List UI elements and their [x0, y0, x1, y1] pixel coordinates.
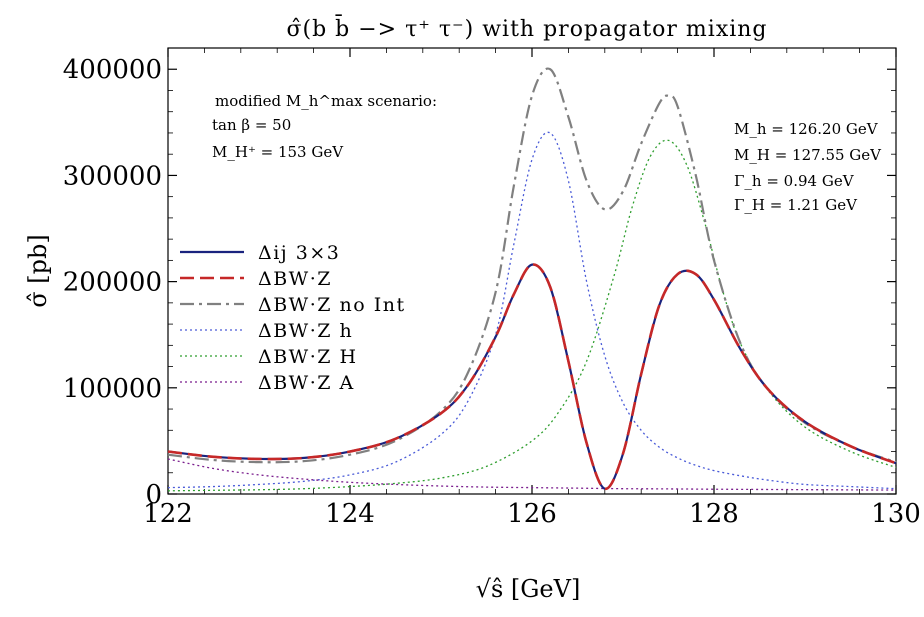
legend-label-2: ΔBW·Z no Int — [258, 294, 406, 316]
annotation-charged-higgs-mass: M_H⁺ = 153 GeV — [212, 143, 344, 161]
y-axis-label: σ̂ [pb] — [24, 234, 52, 307]
legend: Δij 3×3 ΔBW·Z ΔBW·Z no Int ΔBW·Z h ΔBW·Z H ΔB… — [180, 242, 406, 394]
chart-title: σ̂(b b̄ −> τ⁺ τ⁻) with propagator mixing — [286, 14, 767, 42]
x-tick-label: 126 — [507, 499, 557, 529]
annotation-gamma-h: Γ_h = 0.94 GeV — [734, 172, 855, 190]
legend-label-0: Δij 3×3 — [258, 242, 340, 264]
legend-label-1: ΔBW·Z — [258, 268, 332, 290]
x-tick-label: 124 — [325, 499, 375, 529]
annotation-mH: M_H = 127.55 GeV — [734, 146, 882, 164]
y-tick-label: 400000 — [63, 55, 162, 85]
y-tick-label: 0 — [145, 480, 162, 510]
y-tick-label: 200000 — [63, 268, 162, 298]
annotation-tanbeta: tan β = 50 — [212, 116, 291, 134]
scenario-annotation: modified M_h^max scenario: tan β = 50 M_… — [212, 92, 437, 161]
x-tick-label: 128 — [689, 499, 739, 529]
annotation-scenario: modified M_h^max scenario: — [215, 92, 437, 110]
legend-label-3: ΔBW·Z h — [258, 320, 353, 342]
y-tick-label: 100000 — [63, 374, 162, 404]
mass-width-annotation: M_h = 126.20 GeV M_H = 127.55 GeV Γ_h = … — [734, 120, 882, 214]
legend-label-5: ΔBW·Z A — [258, 372, 355, 394]
x-tick-label: 130 — [871, 499, 921, 529]
x-axis-label: √ŝ [GeV] — [476, 575, 581, 603]
legend-label-4: ΔBW·Z H — [258, 346, 358, 368]
y-tick-label: 300000 — [63, 161, 162, 191]
annotation-mh: M_h = 126.20 GeV — [734, 120, 879, 138]
annotation-gamma-H: Γ_H = 1.21 GeV — [734, 196, 858, 214]
